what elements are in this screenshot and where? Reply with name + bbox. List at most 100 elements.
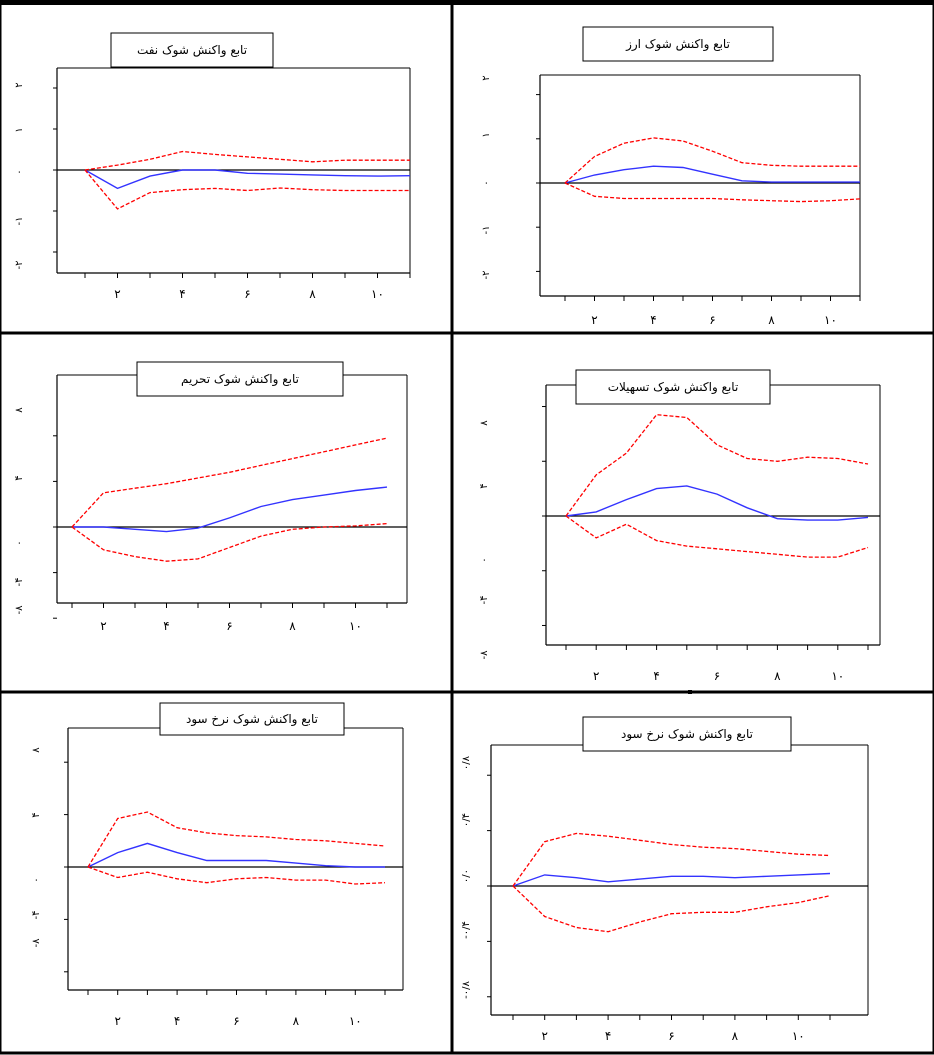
y-tick-label: -۸ [14, 605, 25, 615]
confidence-band-line [84, 150, 410, 171]
y-tick-label: -۰/۴ [461, 921, 472, 939]
panel-currency-shock: -۲ -۱ ۰ ۱ ۲ ۲ ۴ ۶ ۸ ۱۰ تابع واکنش شوک ارز [481, 26, 861, 327]
y-tick-label: ۰ [14, 169, 25, 174]
confidence-band-line [565, 515, 869, 558]
chart-title: تابع واکنش شوک نرخ سود [186, 712, 318, 727]
x-tick-label: ۶ [226, 619, 232, 633]
x-tick-label: ۲ [591, 313, 597, 327]
y-tick-label: -۲ [14, 261, 25, 270]
chart-title: تابع واکنش شوک تسهیلات [608, 380, 739, 395]
y-tick-label: -۱ [14, 217, 25, 226]
confidence-band-line [512, 832, 831, 887]
y-tick-label: -۰/۸ [461, 981, 472, 999]
x-tick-label: ۸ [289, 619, 296, 633]
confidence-band-line [71, 522, 388, 562]
x-tick-label: ۶ [668, 1029, 674, 1043]
y-tick-label: ۰ [14, 540, 25, 545]
y-tick-label: -۴ [31, 911, 42, 920]
x-tick-label: ۱۰ [349, 619, 362, 633]
y-tick-label: -۴ [479, 596, 490, 605]
y-tick-label: ۰/۴ [461, 813, 472, 827]
y-tick-label: -۱ [481, 226, 492, 235]
impulse-response-line [565, 485, 869, 521]
confidence-band-line [87, 866, 386, 885]
impulse-response-line [87, 842, 385, 868]
confidence-band-line [512, 885, 831, 933]
impulse-response-line [72, 486, 388, 533]
y-tick-label: -۲ [481, 271, 492, 280]
x-tick-label: ۸ [309, 287, 316, 301]
y-tick-label: ۱ [14, 127, 25, 132]
confidence-band-line [84, 169, 410, 210]
x-tick-label: ۴ [653, 669, 659, 683]
panel-interest-shock-left: -۸ -۴ ۰ ۴ ۸ ۲ ۴ ۶ ۸ ۱۰ تابع واکنش شوک نرخ سود [31, 702, 404, 1028]
chart-title: تابع واکنش شوک نفت [137, 43, 247, 58]
y-tick-label: -۸ [31, 938, 42, 948]
x-tick-label: ۲ [541, 1029, 547, 1043]
x-tick-label: ۴ [174, 1014, 180, 1028]
chart-title-box [582, 716, 792, 752]
chart-title: تابع واکنش شوک تحریم [181, 372, 299, 387]
chart-title: تابع واکنش شوک نرخ سود [621, 727, 753, 742]
x-tick-label: ۱۰ [824, 313, 837, 327]
x-tick-label: ۴ [163, 619, 169, 633]
impulse-response-line [512, 872, 831, 887]
chart-title-box [110, 32, 274, 68]
panel-oil-shock: -۲ -۱ ۰ ۱ ۲ ۲ ۴ ۶ ۸ ۱۰ تابع واکنش شوک نفت [14, 32, 411, 301]
x-tick-label: ۶ [244, 287, 250, 301]
x-tick-label: ۲ [100, 619, 106, 633]
chart-title-box [582, 26, 774, 62]
x-tick-label: ۱۰ [371, 287, 384, 301]
x-tick-label: ۱۰ [792, 1029, 805, 1043]
divider-mark [688, 690, 692, 694]
x-tick-label: ۸ [293, 1014, 300, 1028]
x-tick-label: ۱۰ [831, 669, 844, 683]
panel-sanction-shock: -۸ -۴ ۰ ۴ ۸ ۲ ۴ ۶ ۸ ۱۰ تابع واکنش شوک تحریم [14, 361, 408, 633]
x-tick-label: ۴ [650, 313, 656, 327]
y-tick-label: ۸ [31, 747, 42, 753]
y-tick-label: ۲ [14, 82, 25, 87]
y-tick-label: ۰/۸ [461, 755, 472, 770]
y-tick-label: ۴ [14, 475, 25, 480]
confidence-band-line [71, 437, 388, 528]
confidence-band-line [564, 182, 861, 203]
y-tick-label: ۴ [31, 812, 42, 817]
x-tick-label: ۸ [768, 313, 775, 327]
chart-title-box [575, 369, 771, 405]
panel-credit-shock: -۸ -۴ ۰ ۴ ۸ ۲ ۴ ۶ ۸ ۱۰ تابع واکنش شوک تسهیلات [479, 369, 881, 683]
x-tick-label: ۲ [593, 669, 599, 683]
confidence-band-line [87, 811, 386, 868]
chart-title-box [159, 702, 345, 736]
panel-interest-shock-right: -۰/۸ -۰/۴ ۰/۰ ۰/۴ ۰/۸ ۲ ۴ ۶ ۸ ۱۰ تابع واکنش شوک نر… [461, 716, 869, 1043]
y-tick-label: -۸ [479, 650, 490, 660]
x-tick-label: ۲ [114, 1014, 120, 1028]
x-tick-label: ۶ [714, 669, 720, 683]
impulse-response-line [84, 169, 411, 190]
y-tick-label: ۰ [31, 877, 42, 882]
chart-title-box [136, 361, 344, 397]
y-tick-label: ۸ [479, 420, 490, 426]
y-tick-label: ۰ [479, 557, 490, 562]
x-tick-label: ۴ [179, 287, 185, 301]
y-tick-label: ۰ [481, 180, 492, 185]
x-tick-label: ۸ [732, 1029, 739, 1043]
x-tick-label: ۶ [709, 313, 715, 327]
y-tick-label: ۰/۰ [461, 869, 472, 883]
confidence-band-line [564, 137, 860, 184]
y-tick-label: ۴ [479, 483, 490, 488]
y-tick-label: ۲ [481, 75, 492, 80]
chart-title: تابع واکنش شوک ارز [625, 37, 730, 52]
x-tick-label: ۶ [233, 1014, 239, 1028]
y-tick-label: ۱ [481, 132, 492, 137]
y-tick-label: ۸ [14, 407, 25, 413]
x-tick-label: ۲ [114, 287, 120, 301]
x-tick-label: ۴ [605, 1029, 611, 1043]
x-tick-label: ۸ [774, 669, 781, 683]
impulse-response-line [564, 165, 860, 184]
confidence-band-line [565, 414, 869, 517]
y-tick-label: -۴ [14, 578, 25, 587]
x-tick-label: ۱۰ [349, 1014, 362, 1028]
